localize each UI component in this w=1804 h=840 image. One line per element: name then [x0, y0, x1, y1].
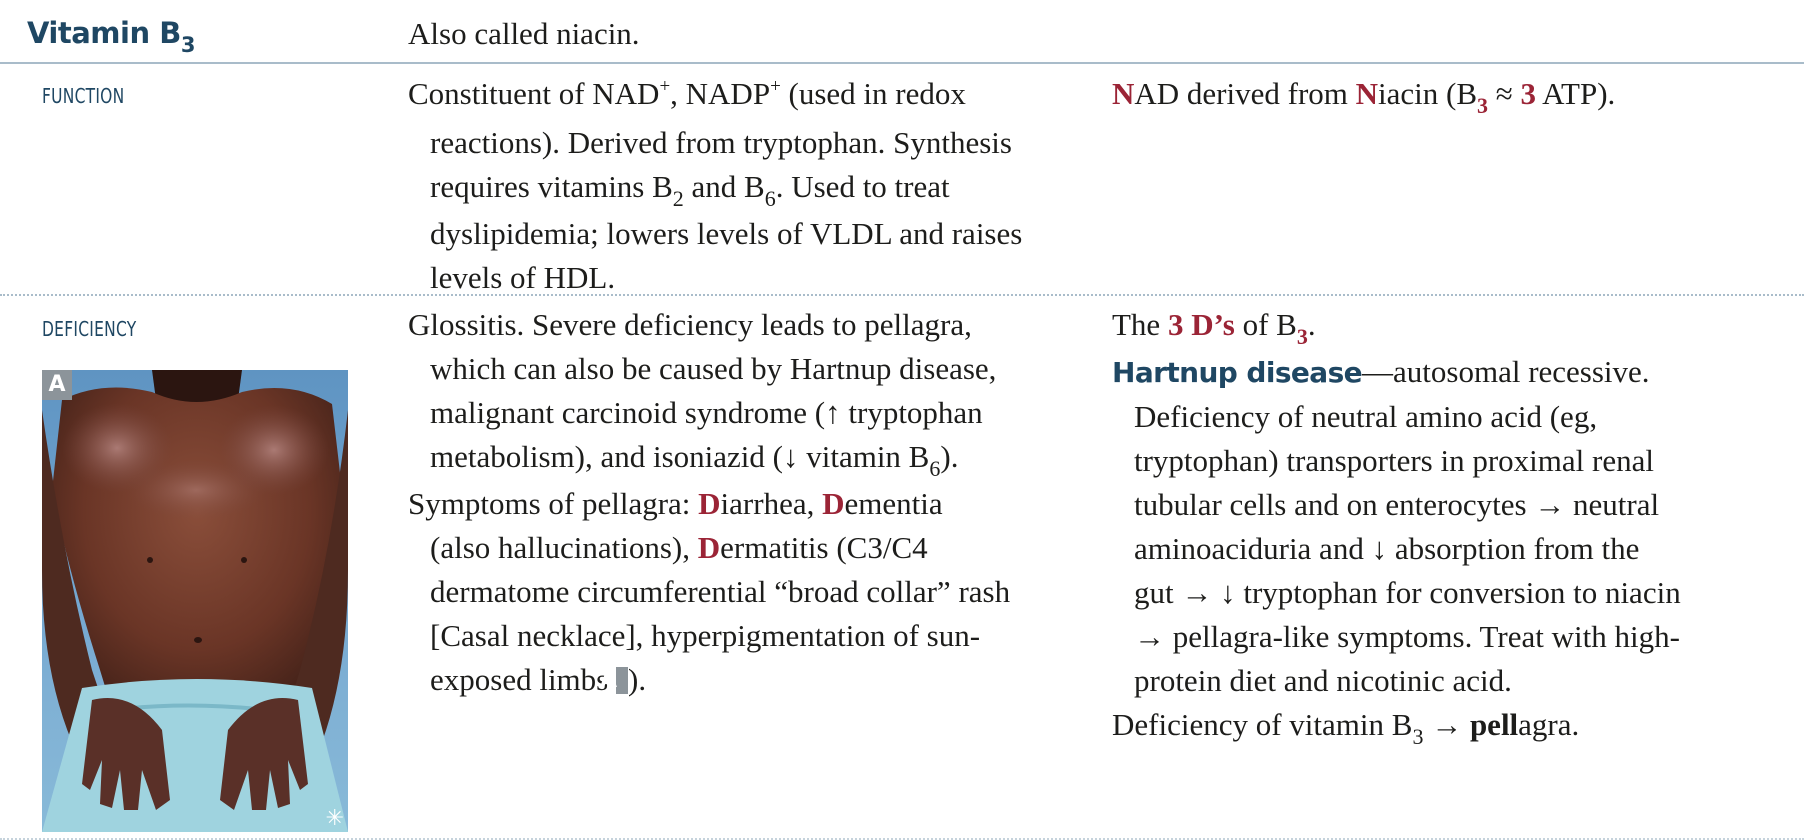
photo-tag-a: A	[42, 370, 72, 400]
deficiency-text: Glossitis. Severe deficiency leads to pe…	[408, 303, 1088, 702]
pellagra-mnemonic-line: Deficiency of vitamin B3 → pellagra.	[1112, 707, 1580, 749]
header-rule	[0, 62, 1804, 64]
pellagra-photo: A ✳	[42, 370, 348, 832]
deficiency-label: DEFICIENCY	[42, 317, 137, 341]
deficiency-mnemonic: The 3 D’s of B3. Hartnup disease—autosom…	[1112, 303, 1802, 750]
deficiency-paragraph-1: Glossitis. Severe deficiency leads to pe…	[408, 307, 997, 481]
section-intro: Also called niacin.	[408, 16, 640, 51]
section-title-main: Vitamin B	[27, 16, 181, 50]
hartnup-heading: Hartnup disease	[1112, 356, 1363, 389]
hartnup-paragraph: Hartnup disease—autosomal recessive. Defi…	[1112, 354, 1681, 698]
bottom-rule	[0, 838, 1804, 840]
three-ds-line: The 3 D’s of B3.	[1112, 307, 1316, 349]
deficiency-paragraph-2: Symptoms of pellagra: Diarrhea, Dementia…	[408, 486, 1011, 697]
function-mnemonic-line: NAD derived from Niacin (B3 ≈ 3 ATP).	[1112, 76, 1616, 118]
section-title-subscript: 3	[180, 33, 196, 57]
section-title: Vitamin B3	[27, 16, 195, 57]
row-divider	[0, 294, 1804, 296]
figure-ref-a: A	[600, 667, 628, 694]
function-mnemonic: NAD derived from Niacin (B3 ≈ 3 ATP).	[1112, 72, 1792, 119]
pellagra-photo-illustration	[42, 370, 348, 832]
function-label: FUNCTION	[42, 84, 125, 108]
function-text: Constituent of NAD+, NADP+ (used in redo…	[408, 72, 1088, 300]
photo-corner-mark: ✳	[325, 806, 344, 831]
function-paragraph: Constituent of NAD+, NADP+ (used in redo…	[408, 76, 1023, 295]
